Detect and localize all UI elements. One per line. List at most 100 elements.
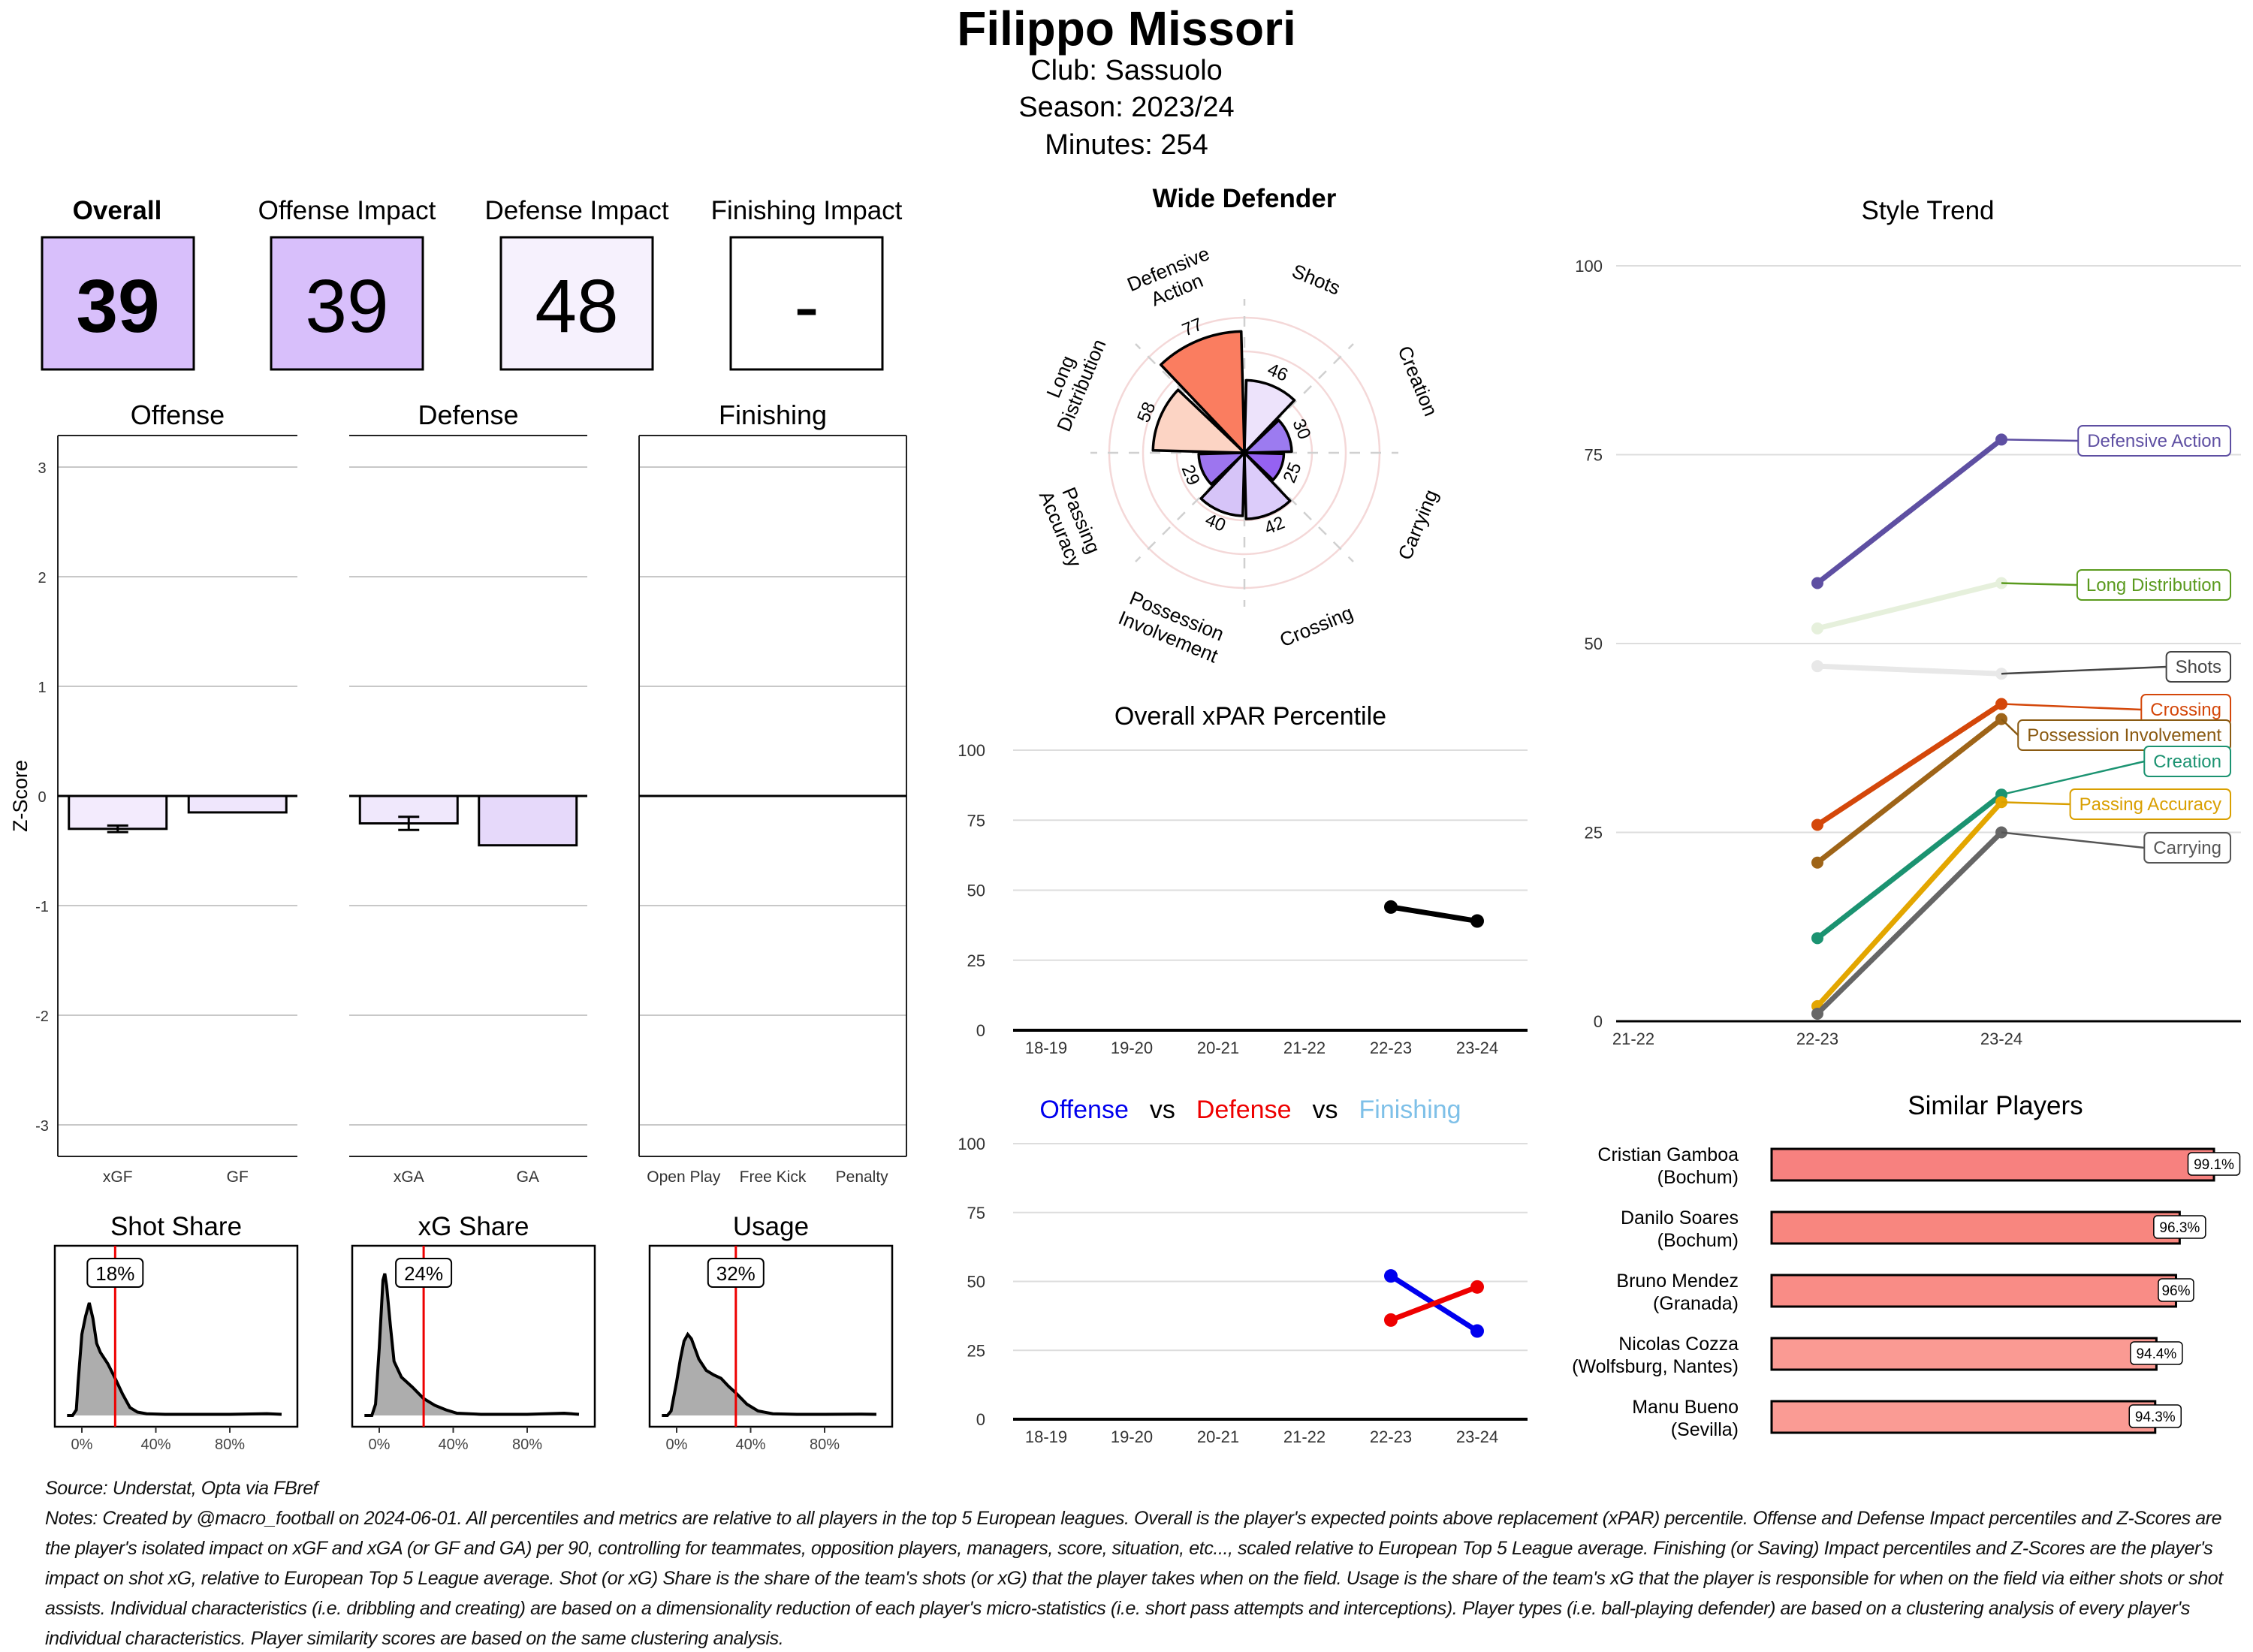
y-tick-label: 50 <box>967 1273 985 1292</box>
y-tick-label: 3 <box>38 460 46 477</box>
chart-title: Style Trend <box>1861 196 1994 225</box>
trend-label-box <box>2165 651 2231 683</box>
impact-label: Overall <box>73 196 162 225</box>
y-tick-label: 75 <box>967 1204 985 1222</box>
y-tick-label: 100 <box>958 741 985 760</box>
x-tick-label: 19-20 <box>1111 1039 1153 1057</box>
player-name: Nicolas Cozza <box>1618 1334 1739 1355</box>
density-panel: Shot Share 18% 0% 40% 80% <box>53 1212 299 1453</box>
trend-line <box>1815 716 2004 865</box>
impact-value: 48 <box>535 264 618 348</box>
radar-sector <box>1197 451 1246 486</box>
x-tick-label: xGA <box>394 1168 424 1186</box>
radar-category-label: DefensiveAction <box>1123 242 1221 317</box>
y-tick-label: 50 <box>1585 635 1603 653</box>
trend-label-text: Long Distribution <box>2086 575 2221 595</box>
club-line: Club: Sassuolo <box>1030 55 1223 86</box>
radar-ring <box>1142 350 1347 556</box>
radar-category-label: Shots <box>1289 259 1344 299</box>
zscore-panel-offense: Offense xGF GF <box>57 399 297 1186</box>
player-name: Bruno Mendez <box>1616 1271 1739 1292</box>
radar-sector <box>1199 451 1246 517</box>
radar-sector <box>1243 378 1296 454</box>
trend-label-connector <box>2001 665 2167 675</box>
trend-line <box>1815 792 2004 941</box>
radar-category-label: Crossing <box>1277 601 1356 651</box>
trend-point <box>1811 577 1823 589</box>
trend-label-box <box>2017 719 2231 751</box>
x-tick-label: 19-20 <box>1111 1427 1153 1446</box>
trend-label: Creation <box>2143 746 2231 777</box>
footer: Source: Understat, Opta via FBref Notes:… <box>45 1473 2223 1652</box>
label-line: Crossing <box>1277 601 1356 651</box>
trend-label-text: Carrying <box>2153 838 2221 858</box>
x-tick-label: 40% <box>140 1436 170 1453</box>
similarity-bar <box>1770 1210 2181 1245</box>
density-curve <box>67 1302 282 1417</box>
radar-sector <box>1159 330 1246 454</box>
trend-label: Crossing <box>2140 694 2231 725</box>
share-density-charts: Shot Share 18% 0% 40% 80% xG Share 24% 0% 40% 80%… <box>53 1212 894 1453</box>
trend-label: Shots <box>2165 651 2231 683</box>
zscore-bar <box>187 794 288 814</box>
data-point <box>1384 900 1398 914</box>
y-tick-label: 50 <box>967 882 985 900</box>
label-line: Shots <box>1289 259 1344 299</box>
similarity-bar <box>1770 1337 2158 1371</box>
x-tick-label: 0% <box>369 1436 391 1453</box>
x-tick-label: 0% <box>71 1436 93 1453</box>
trend-label-connector <box>2001 831 2145 849</box>
trend-label: Carrying <box>2143 832 2231 864</box>
chart-title: Overall xPAR Percentile <box>1114 702 1386 731</box>
impact-box <box>729 236 884 371</box>
radar-value-label: 77 <box>1179 314 1205 340</box>
trend-line <box>1815 437 2004 586</box>
x-tick-label: 80% <box>512 1436 542 1453</box>
trend-label-text: Crossing <box>2150 700 2221 720</box>
radar-category-label: LongDistribution <box>1031 327 1110 435</box>
x-tick-label: 21-22 <box>1612 1029 1654 1048</box>
x-tick-label: 0% <box>666 1436 688 1453</box>
trend-label-connector <box>2001 718 2019 736</box>
trend-line <box>1817 580 2002 632</box>
density-area <box>662 1334 876 1415</box>
y-tick-label: 0 <box>976 1410 985 1429</box>
player-club: (Bochum) <box>1657 1167 1739 1188</box>
source-note: Source: Understat, Opta via FBref <box>45 1478 318 1499</box>
value-label-box <box>707 1258 765 1288</box>
x-tick-label: 18-19 <box>1025 1039 1067 1057</box>
trend-line <box>1816 701 2003 828</box>
panel-title: Usage <box>733 1212 809 1241</box>
style-trend-chart: Style Trend 100 75 50 25 0 21-22 22-23 23-24 Defe… <box>1575 196 2241 1048</box>
trend-label-text: Possession Involvement <box>2027 725 2221 746</box>
player-name: Danilo Soares <box>1621 1207 1739 1228</box>
y-tick-label: 2 <box>38 570 46 586</box>
y-tick-label: 25 <box>1585 824 1603 843</box>
trend-label-box <box>2069 788 2231 820</box>
title-part: Defense <box>1196 1096 1292 1124</box>
trend-point <box>1811 622 1823 635</box>
similar-player-row: Cristian Gamboa(Bochum) 99.1% <box>1597 1144 2241 1188</box>
player-club: (Sevilla) <box>1671 1419 1739 1440</box>
trend-label-text: Creation <box>2153 752 2221 772</box>
zscore-chart: 3 2 1 0 -1 -2 -3 Z-Score Offense xGF GF Defense xGA G… <box>9 399 907 1186</box>
player-name: Manu Bueno <box>1632 1397 1739 1418</box>
impact-value: 39 <box>305 264 388 348</box>
zscore-bar <box>478 794 578 847</box>
value-label: 18% <box>95 1262 134 1285</box>
radar-value-label: 46 <box>1265 359 1291 385</box>
panel-title: Finishing <box>719 399 827 430</box>
trend-label: Passing Accuracy <box>2069 788 2231 820</box>
x-tick-label: 22-23 <box>1370 1039 1412 1057</box>
x-tick-label: 40% <box>735 1436 765 1453</box>
impact-label: Offense Impact <box>258 196 436 225</box>
x-tick-label: 21-22 <box>1283 1427 1326 1446</box>
similar-player-row: Manu Bueno(Sevilla) 94.3% <box>1632 1397 2182 1440</box>
series-line-overall <box>1390 904 1478 924</box>
title-part: Offense <box>1039 1096 1128 1124</box>
impact-box <box>41 236 195 371</box>
zscore-bar <box>68 794 168 831</box>
trend-point <box>1811 818 1823 831</box>
y-tick-label: 75 <box>967 811 985 830</box>
